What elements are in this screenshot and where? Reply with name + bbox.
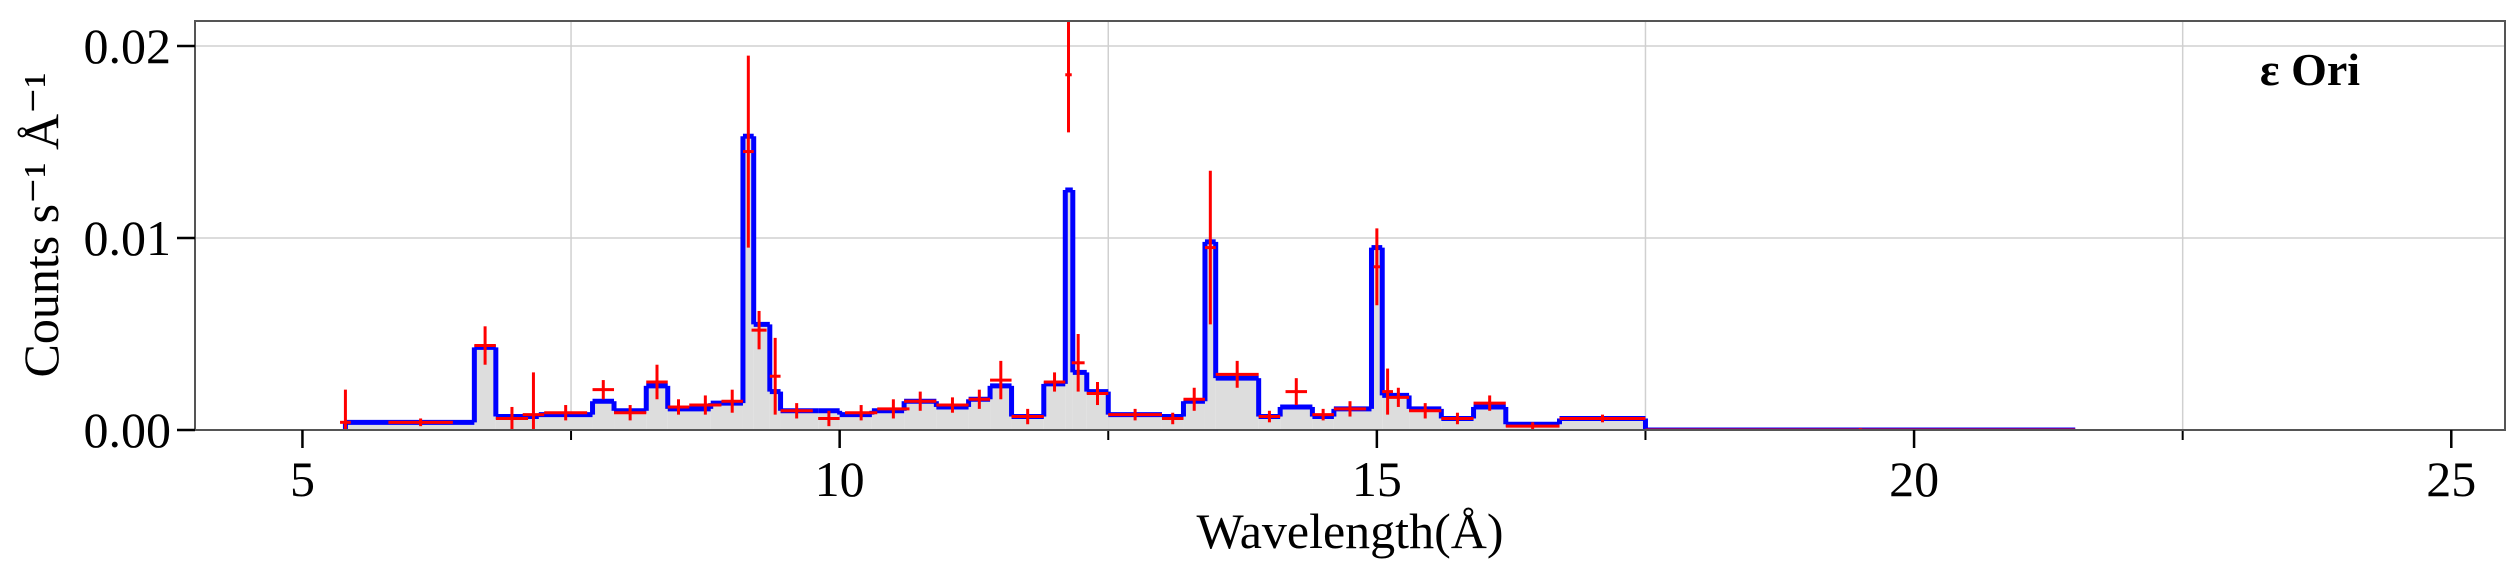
model-bin [592,401,615,430]
model-bin [1065,189,1073,430]
model-bin [1409,408,1442,430]
model-bin [1473,406,1506,430]
model-bin [990,385,1012,430]
x-tick-label: 25 [2426,451,2476,507]
model-bin [1312,416,1334,430]
x-tick-label: 20 [1889,451,1939,507]
model-bin [1072,372,1087,430]
model-bin [345,422,475,430]
model-bin [1333,408,1372,430]
model-bin [1371,247,1383,430]
x-axis-label: Wavelength(Å) [1197,503,1504,559]
model-bin [780,410,819,430]
model-bin [871,410,905,430]
y-tick-label: 0.01 [84,210,172,266]
plot-frame [194,20,2506,431]
model-bin [710,403,743,430]
model-bin [474,347,496,430]
model-bin [646,385,668,430]
annotation: ε Ori [2260,44,2360,95]
y-tick-label: 0.02 [84,18,172,74]
x-tick-label: 5 [290,451,315,507]
model-bin [1204,241,1216,430]
y-axis-label: Counts s⁻¹ Å⁻¹ [13,72,69,377]
model-bin [1183,401,1205,430]
model-bin [753,324,770,430]
model-bin [968,399,991,430]
model-bin [742,136,754,430]
model-bin [936,406,969,430]
plot-area [340,21,2076,430]
model-bin [538,414,593,430]
y-tick-label: 0.00 [84,402,172,458]
model-bin [1258,416,1281,430]
model-bin [1086,391,1109,430]
model-bin [1559,418,1646,430]
model-bin [839,414,872,430]
model-bin [1280,406,1313,430]
x-tick-label: 15 [1352,451,1402,507]
model-bin [1108,414,1162,430]
model-bin [1043,383,1066,430]
x-tick-label: 10 [815,451,865,507]
